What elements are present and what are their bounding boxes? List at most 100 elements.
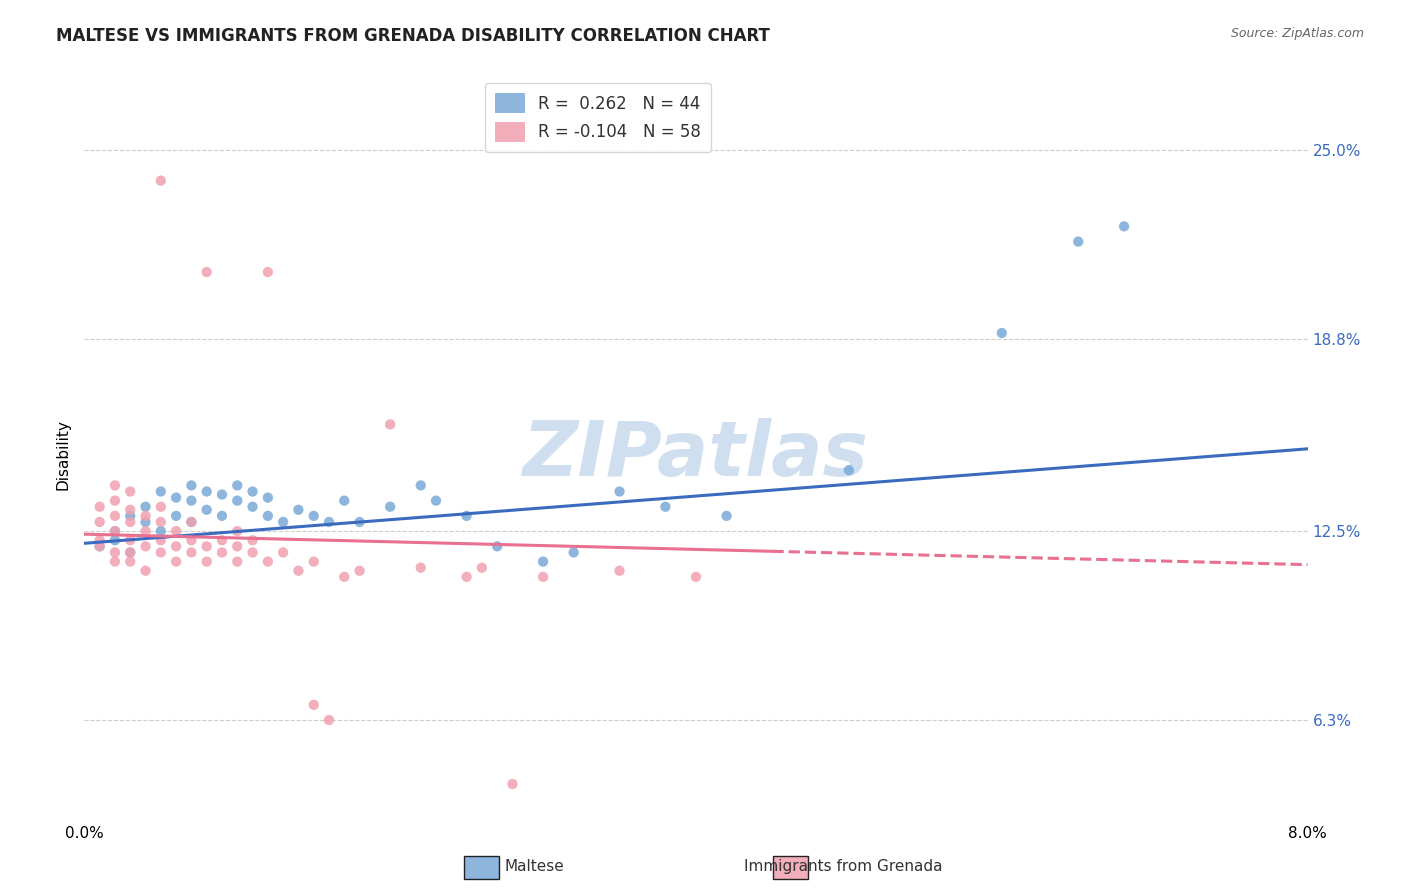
Point bbox=[135, 524, 157, 538]
Point bbox=[226, 555, 249, 569]
Point bbox=[165, 555, 187, 569]
Point bbox=[195, 265, 218, 279]
Point bbox=[333, 570, 356, 584]
Point bbox=[104, 545, 127, 559]
Point bbox=[456, 508, 478, 523]
Point bbox=[104, 533, 127, 548]
Point bbox=[135, 500, 157, 514]
Point bbox=[257, 265, 280, 279]
Point bbox=[135, 564, 157, 578]
Point bbox=[302, 508, 325, 523]
Point bbox=[242, 500, 264, 514]
Legend: R =  0.262   N = 44, R = -0.104   N = 58: R = 0.262 N = 44, R = -0.104 N = 58 bbox=[485, 83, 711, 152]
Point bbox=[120, 545, 142, 559]
Text: Immigrants from Grenada: Immigrants from Grenada bbox=[744, 859, 943, 874]
Point bbox=[89, 539, 111, 553]
Point bbox=[89, 500, 111, 514]
Point bbox=[120, 533, 142, 548]
Point bbox=[89, 515, 111, 529]
Point bbox=[180, 478, 202, 492]
Point bbox=[120, 555, 142, 569]
Point bbox=[120, 515, 142, 529]
Point bbox=[165, 491, 187, 505]
Point bbox=[456, 570, 478, 584]
Point bbox=[149, 174, 172, 188]
Point bbox=[226, 493, 249, 508]
Point bbox=[165, 539, 187, 553]
Point bbox=[149, 515, 172, 529]
Point bbox=[271, 515, 294, 529]
Point bbox=[991, 326, 1014, 340]
Point bbox=[531, 570, 554, 584]
Point bbox=[195, 503, 218, 517]
Point bbox=[120, 508, 142, 523]
Point bbox=[287, 564, 309, 578]
Text: Maltese: Maltese bbox=[505, 859, 564, 874]
Point bbox=[271, 545, 294, 559]
Point bbox=[257, 491, 280, 505]
Point bbox=[318, 713, 340, 727]
Point bbox=[211, 545, 233, 559]
Point bbox=[226, 478, 249, 492]
Point bbox=[716, 508, 738, 523]
Point bbox=[1067, 235, 1090, 249]
Point bbox=[165, 524, 187, 538]
Point bbox=[104, 524, 127, 538]
Point bbox=[180, 515, 202, 529]
Point bbox=[609, 564, 631, 578]
Point bbox=[180, 545, 202, 559]
Point bbox=[149, 524, 172, 538]
Point bbox=[120, 545, 142, 559]
Text: MALTESE VS IMMIGRANTS FROM GRENADA DISABILITY CORRELATION CHART: MALTESE VS IMMIGRANTS FROM GRENADA DISAB… bbox=[56, 27, 770, 45]
Point bbox=[502, 777, 524, 791]
Point bbox=[226, 524, 249, 538]
Point bbox=[195, 539, 218, 553]
Point bbox=[287, 503, 309, 517]
Point bbox=[180, 515, 202, 529]
Point bbox=[425, 493, 447, 508]
Point bbox=[486, 539, 509, 553]
Point bbox=[120, 503, 142, 517]
Point bbox=[226, 539, 249, 553]
Point bbox=[242, 533, 264, 548]
Text: ZIPatlas: ZIPatlas bbox=[523, 418, 869, 491]
Point bbox=[380, 417, 402, 432]
Text: Source: ZipAtlas.com: Source: ZipAtlas.com bbox=[1230, 27, 1364, 40]
Point bbox=[409, 560, 432, 574]
Point bbox=[211, 487, 233, 501]
Point bbox=[838, 463, 860, 477]
Point bbox=[180, 493, 202, 508]
Point bbox=[149, 500, 172, 514]
Point bbox=[349, 515, 371, 529]
Point bbox=[654, 500, 676, 514]
Point bbox=[685, 570, 707, 584]
Point bbox=[104, 555, 127, 569]
Point bbox=[242, 545, 264, 559]
Point bbox=[135, 515, 157, 529]
Point bbox=[104, 508, 127, 523]
Point bbox=[531, 555, 554, 569]
Point bbox=[104, 493, 127, 508]
Point bbox=[349, 564, 371, 578]
Point bbox=[135, 508, 157, 523]
Point bbox=[257, 555, 280, 569]
Point bbox=[211, 508, 233, 523]
Point bbox=[104, 524, 127, 538]
Point bbox=[89, 539, 111, 553]
Point bbox=[180, 533, 202, 548]
Point bbox=[242, 484, 264, 499]
Point bbox=[257, 508, 280, 523]
Point bbox=[471, 560, 494, 574]
Point bbox=[149, 545, 172, 559]
Point bbox=[195, 555, 218, 569]
Point bbox=[380, 500, 402, 514]
Point bbox=[104, 478, 127, 492]
Point bbox=[302, 698, 325, 712]
Point bbox=[149, 533, 172, 548]
Point bbox=[149, 484, 172, 499]
Point bbox=[1114, 219, 1136, 234]
Point bbox=[609, 484, 631, 499]
Point bbox=[409, 478, 432, 492]
Point bbox=[165, 508, 187, 523]
Point bbox=[333, 493, 356, 508]
